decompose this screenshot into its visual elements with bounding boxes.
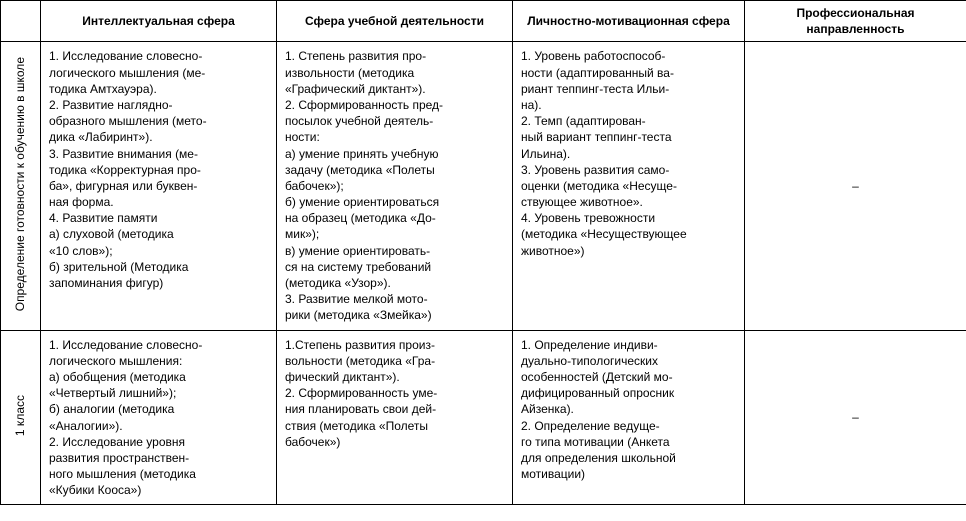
cell-personal: 1. Определение индиви- дуально-типологич… (513, 330, 745, 505)
row-label: Определение готовности к обучению в школ… (13, 51, 28, 317)
header-empty (1, 1, 41, 42)
cell-intellectual: 1. Исследование словесно- логического мы… (41, 330, 277, 505)
row-label: 1 класс (13, 389, 28, 442)
table-header-row: Интеллектуальная сфера Сфера учебной дея… (1, 1, 966, 42)
header-personal: Личностно-мотивационная сфера (513, 1, 745, 42)
table-row: Определение готовности к обучению в школ… (1, 42, 966, 330)
header-study: Сфера учебной деятельности (277, 1, 513, 42)
cell-professional: – (745, 42, 966, 330)
row-label-cell: 1 класс (1, 330, 41, 505)
assessment-table: Интеллектуальная сфера Сфера учебной дея… (0, 0, 966, 505)
header-intellectual: Интеллектуальная сфера (41, 1, 277, 42)
header-professional: Профессиональная направленность (745, 1, 966, 42)
cell-study: 1. Степень развития про- извольности (ме… (277, 42, 513, 330)
cell-personal: 1. Уровень работоспособ- ности (адаптиро… (513, 42, 745, 330)
cell-professional: – (745, 330, 966, 505)
table-row: 1 класс 1. Исследование словесно- логиче… (1, 330, 966, 505)
row-label-cell: Определение готовности к обучению в школ… (1, 42, 41, 330)
cell-study: 1.Степень развития произ- вольности (мет… (277, 330, 513, 505)
cell-intellectual: 1. Исследование словесно- логического мы… (41, 42, 277, 330)
